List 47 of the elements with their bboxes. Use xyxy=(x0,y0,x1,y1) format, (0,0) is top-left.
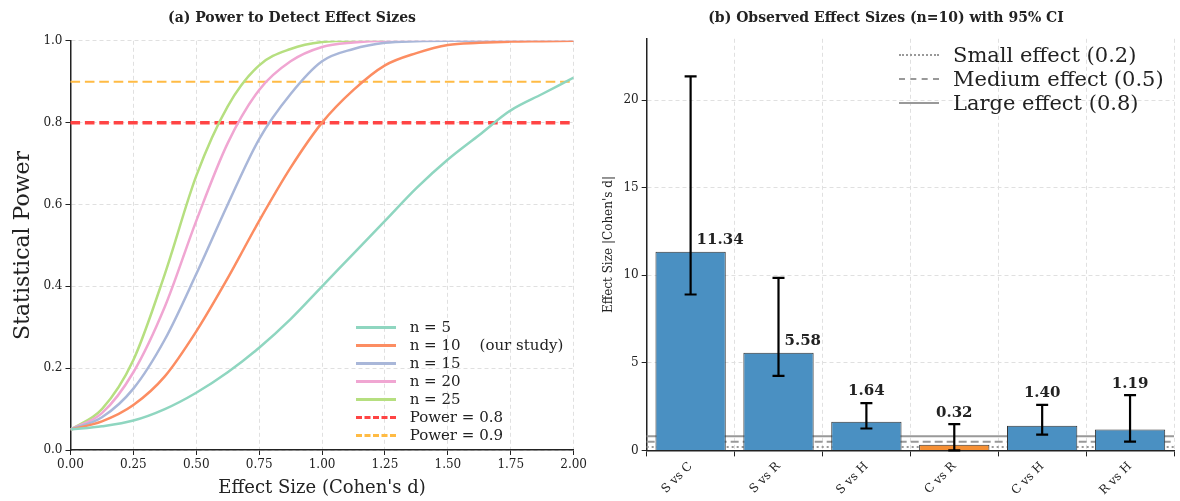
y-tick-label: 0.6 xyxy=(43,196,63,211)
x-tick-label: 1.75 xyxy=(497,457,525,472)
legend-label: n = 15 xyxy=(409,354,461,372)
y-tick-label: 0 xyxy=(631,442,639,457)
legend-label: n = 25 xyxy=(409,390,461,408)
legend-label: Power = 0.9 xyxy=(409,426,504,444)
y-tick-label: 5 xyxy=(631,354,639,369)
x-tick-label: C vs H xyxy=(1008,458,1047,498)
legend-label: Power = 0.8 xyxy=(409,408,504,426)
y-tick-label: 0.2 xyxy=(43,360,63,375)
y-tick-label: 1.0 xyxy=(43,32,63,47)
y-tick-label: 0.0 xyxy=(43,442,63,457)
legend-label: Medium effect (0.5) xyxy=(953,66,1164,91)
x-tick-label: S vs C xyxy=(658,458,695,496)
x-tick-label: C vs R xyxy=(921,458,960,497)
data-label: 1.40 xyxy=(1023,383,1061,402)
y-tick-label: 0.8 xyxy=(43,114,63,129)
x-tick-label: 0.75 xyxy=(245,457,273,472)
data-label: 1.64 xyxy=(848,381,885,400)
x-tick-label: 1.25 xyxy=(371,457,399,472)
x-tick-label: S vs H xyxy=(833,458,871,497)
y-axis-title: Effect Size |Cohen's d| xyxy=(601,176,616,314)
chart-title: (a) Power to Detect Effect Sizes xyxy=(168,9,417,26)
x-tick-label: R vs H xyxy=(1096,458,1135,498)
data-label: 1.19 xyxy=(1111,373,1149,392)
y-tick-label: 10 xyxy=(623,267,639,282)
legend-label: n = 20 xyxy=(409,372,461,390)
x-tick-label: 0.25 xyxy=(120,457,147,472)
x-tick-label: 2.00 xyxy=(560,457,587,472)
x-tick-label: 1.00 xyxy=(308,457,336,472)
y-tick-label: 15 xyxy=(623,179,639,194)
legend-label: n = 5 xyxy=(409,318,451,336)
x-tick-label: S vs R xyxy=(746,458,784,496)
legend-label: Small effect (0.2) xyxy=(953,42,1137,67)
legend-label: n = 10 (our study) xyxy=(409,336,564,354)
x-tick-label: 0.50 xyxy=(182,457,210,472)
y-axis-title: Statistical Power xyxy=(8,150,34,340)
legend-label: Large effect (0.8) xyxy=(953,90,1139,115)
data-label: 0.32 xyxy=(936,402,973,421)
chart-title: (b) Observed Effect Sizes (n=10) with 95% CI xyxy=(708,9,1064,26)
x-axis-title: Effect Size (Cohen's d) xyxy=(218,475,426,497)
y-tick-label: 20 xyxy=(623,92,639,107)
y-tick-label: 0.4 xyxy=(43,278,63,293)
data-label: 11.34 xyxy=(696,230,744,249)
x-tick-label: 0.00 xyxy=(57,457,84,472)
data-label: 5.58 xyxy=(784,331,822,350)
x-tick-label: 1.50 xyxy=(434,457,462,472)
